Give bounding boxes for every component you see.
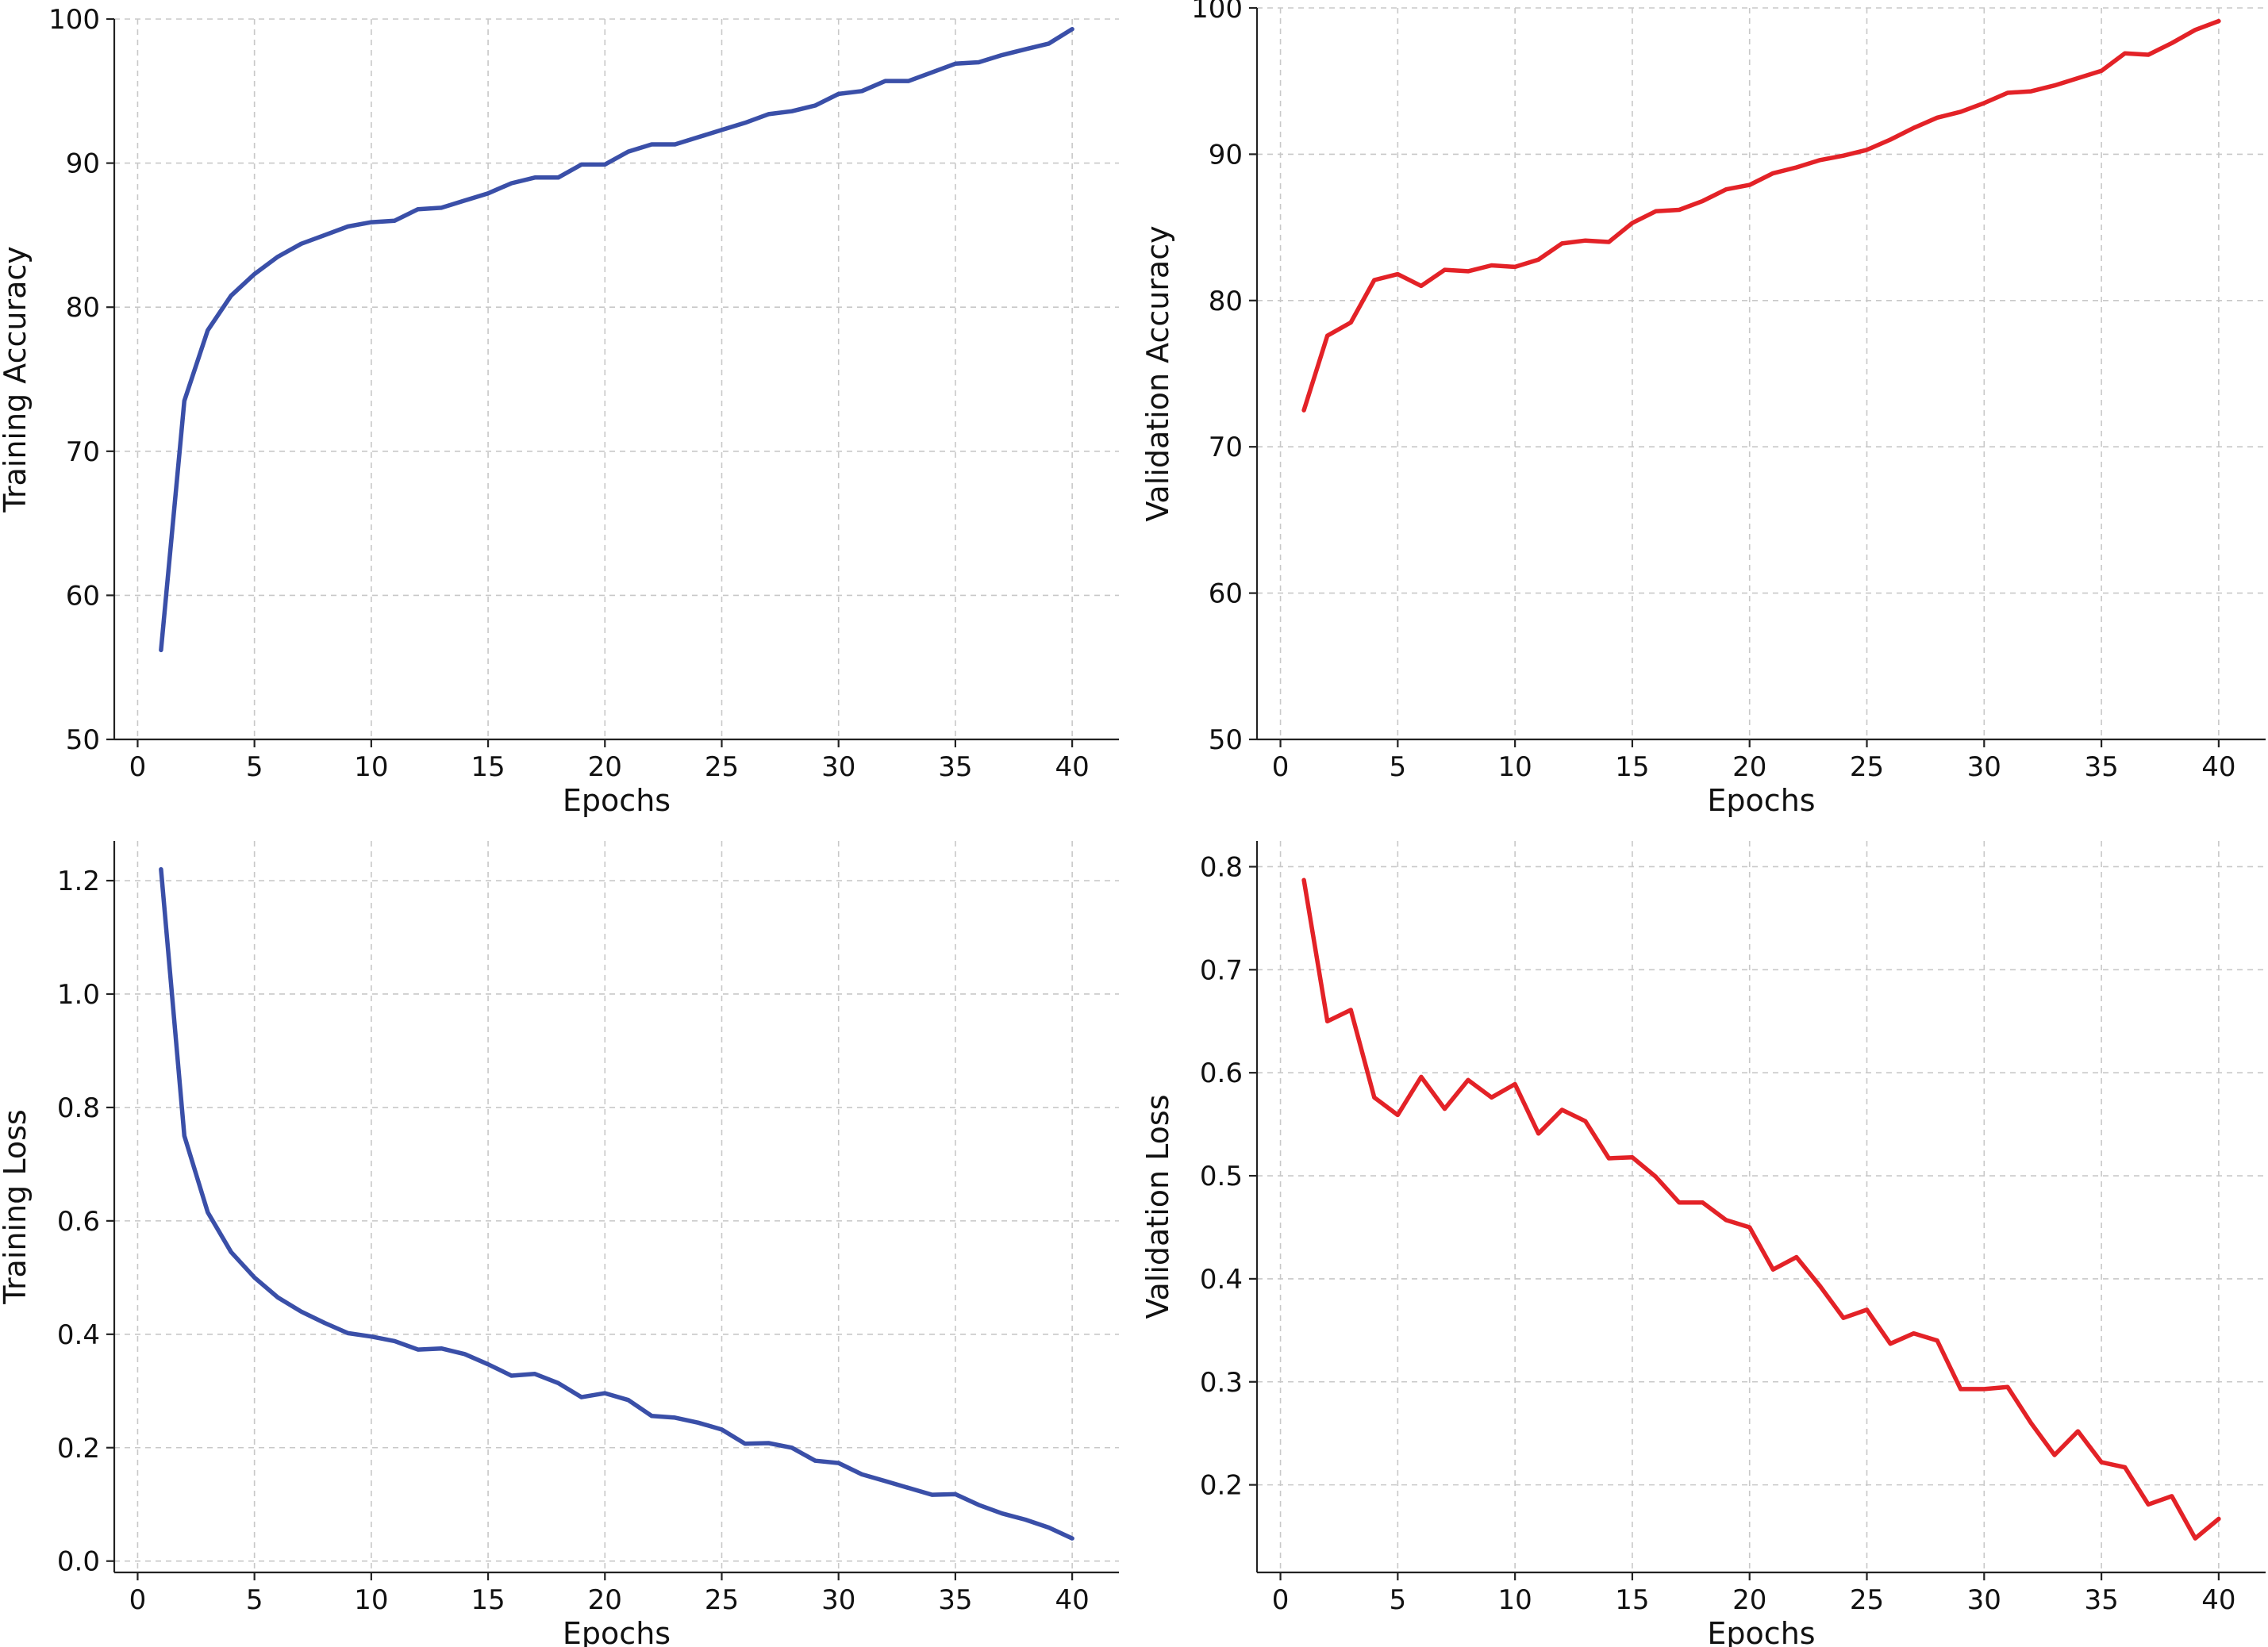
validation-accuracy-line [1301, 18, 2221, 413]
y-tick-label: 0.4 [57, 1319, 100, 1351]
x-tick-label: 35 [2084, 1584, 2118, 1616]
training-loss-panel: 0 5 10 15 20 25 30 35 40 0.0 0.2 0.4 0.6 0.8 1.0 1.2 Epo… [0, 841, 1119, 1647]
x-tick-label: 40 [2201, 1584, 2235, 1616]
x-tick-label: 10 [1498, 1584, 1532, 1616]
x-tick-label: 0 [1272, 751, 1290, 783]
y-tick-label: 0.2 [1200, 1470, 1243, 1502]
y-tick-label: 0.8 [57, 1092, 100, 1124]
x-tick-label: 40 [2201, 751, 2235, 783]
y-tick-label: 0.2 [57, 1433, 100, 1465]
y-tick-label: 0.4 [1200, 1264, 1243, 1296]
y-axis-label: Training Loss [0, 1109, 33, 1304]
x-tick-label: 30 [1967, 1584, 2001, 1616]
y-tick-label: 1.2 [57, 866, 100, 897]
x-tick-label: 35 [938, 1584, 972, 1616]
training-accuracy-panel: 0 5 10 15 20 25 30 35 40 50 60 70 80 90 100 Epochs Train… [0, 4, 1119, 818]
y-tick-label: 60 [1209, 578, 1243, 610]
x-tick-label: 30 [1967, 751, 2001, 783]
y-tick-label: 0.5 [1200, 1161, 1243, 1192]
y-tick-label: 80 [1209, 286, 1243, 317]
y-tick-label: 70 [66, 436, 100, 468]
validation-loss-panel: 0 5 10 15 20 25 30 35 40 0.2 0.3 0.4 0.5 0.6 0.7 0.8 Epo… [1140, 841, 2266, 1647]
x-tick-label: 25 [1850, 1584, 1884, 1616]
x-tick-label: 35 [2084, 751, 2118, 783]
validation-loss-line [1301, 877, 2221, 1541]
y-axis-label: Training Accuracy [0, 246, 33, 513]
y-tick-label: 90 [66, 148, 100, 180]
y-tick-label: 0.0 [57, 1546, 100, 1578]
x-tick-label: 20 [588, 1584, 622, 1616]
x-axis-label: Epochs [563, 1616, 671, 1647]
x-tick-label: 5 [1390, 751, 1407, 783]
x-tick-label: 25 [1850, 751, 1884, 783]
y-tick-label: 0.6 [57, 1206, 100, 1238]
x-tick-label: 15 [1615, 751, 1649, 783]
x-tick-label: 40 [1055, 1584, 1089, 1616]
y-tick-label: 90 [1209, 139, 1243, 171]
y-tick-label: 70 [1209, 432, 1243, 463]
x-tick-label: 15 [471, 751, 505, 783]
y-tick-label: 50 [1209, 724, 1243, 756]
y-tick-label: 1.0 [57, 979, 100, 1011]
y-axis-label: Validation Loss [1140, 1094, 1175, 1319]
x-tick-label: 40 [1055, 751, 1089, 783]
x-tick-label: 15 [471, 1584, 505, 1616]
x-tick-label: 5 [246, 751, 263, 783]
x-tick-label: 20 [1732, 751, 1766, 783]
x-tick-label: 10 [354, 1584, 388, 1616]
x-tick-label: 10 [1498, 751, 1532, 783]
validation-accuracy-panel: 0 5 10 15 20 25 30 35 40 50 60 70 80 90 100 Epochs Valid… [1140, 0, 2266, 818]
x-tick-label: 35 [938, 751, 972, 783]
training-loss-line [159, 866, 1074, 1541]
y-tick-label: 0.3 [1200, 1367, 1243, 1399]
y-tick-label: 0.8 [1200, 851, 1243, 883]
x-tick-label: 0 [129, 1584, 147, 1616]
x-tick-label: 25 [705, 751, 739, 783]
x-tick-label: 0 [1272, 1584, 1290, 1616]
x-tick-label: 30 [821, 751, 855, 783]
y-tick-label: 60 [66, 580, 100, 612]
x-tick-label: 10 [354, 751, 388, 783]
x-tick-label: 5 [246, 1584, 263, 1616]
y-tick-label: 0.7 [1200, 954, 1243, 986]
x-axis-label: Epochs [1707, 1616, 1815, 1647]
x-axis-label: Epochs [563, 783, 671, 818]
x-tick-label: 25 [705, 1584, 739, 1616]
y-tick-label: 50 [66, 724, 100, 756]
y-axis-label: Validation Accuracy [1140, 225, 1175, 521]
x-tick-label: 0 [129, 751, 147, 783]
y-tick-label: 0.6 [1200, 1058, 1243, 1089]
x-tick-label: 5 [1390, 1584, 1407, 1616]
y-tick-label: 100 [48, 4, 100, 36]
x-tick-label: 15 [1615, 1584, 1649, 1616]
x-tick-label: 30 [821, 1584, 855, 1616]
y-tick-label: 100 [1191, 0, 1243, 25]
y-tick-label: 80 [66, 292, 100, 324]
x-tick-label: 20 [588, 751, 622, 783]
training-accuracy-line [159, 26, 1074, 653]
x-tick-label: 20 [1732, 1584, 1766, 1616]
x-axis-label: Epochs [1707, 783, 1815, 818]
